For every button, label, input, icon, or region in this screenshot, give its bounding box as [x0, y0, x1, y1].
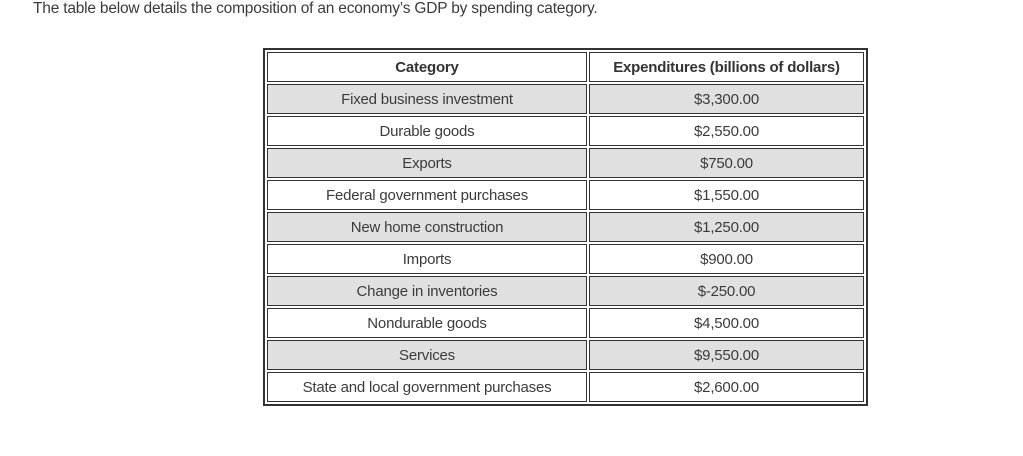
expenditure-cell: $3,300.00: [589, 84, 864, 114]
table-row: Durable goods $2,550.00: [267, 116, 864, 146]
gdp-table-body: Fixed business investment $3,300.00 Durabl…: [267, 84, 864, 402]
category-cell: Change in inventories: [267, 276, 587, 306]
table-header-row: Category Expenditures (billions of dolla…: [267, 52, 864, 82]
table-row: Imports $900.00: [267, 244, 864, 274]
expenditure-cell: $9,550.00: [589, 340, 864, 370]
column-header-expenditures: Expenditures (billions of dollars): [589, 52, 864, 82]
table-row: Exports $750.00: [267, 148, 864, 178]
category-cell: Fixed business investment: [267, 84, 587, 114]
expenditure-cell: $2,600.00: [589, 372, 864, 402]
category-cell: Services: [267, 340, 587, 370]
table-row: Change in inventories $-250.00: [267, 276, 864, 306]
expenditure-cell: $1,250.00: [589, 212, 864, 242]
table-row: New home construction $1,250.00: [267, 212, 864, 242]
category-cell: Federal government purchases: [267, 180, 587, 210]
expenditure-cell: $1,550.00: [589, 180, 864, 210]
column-header-category: Category: [267, 52, 587, 82]
table-row: State and local government purchases $2,6…: [267, 372, 864, 402]
category-cell: Durable goods: [267, 116, 587, 146]
expenditure-cell: $900.00: [589, 244, 864, 274]
expenditure-cell: $-250.00: [589, 276, 864, 306]
category-cell: Nondurable goods: [267, 308, 587, 338]
category-cell: New home construction: [267, 212, 587, 242]
expenditure-cell: $4,500.00: [589, 308, 864, 338]
table-row: Nondurable goods $4,500.00: [267, 308, 864, 338]
expenditure-cell: $2,550.00: [589, 116, 864, 146]
category-cell: Exports: [267, 148, 587, 178]
category-cell: Imports: [267, 244, 587, 274]
intro-text: The table below details the composition …: [33, 0, 598, 17]
table-row: Federal government purchases $1,550.00: [267, 180, 864, 210]
table-row: Fixed business investment $3,300.00: [267, 84, 864, 114]
expenditure-cell: $750.00: [589, 148, 864, 178]
table-row: Services $9,550.00: [267, 340, 864, 370]
category-cell: State and local government purchases: [267, 372, 587, 402]
gdp-table: Category Expenditures (billions of dolla…: [263, 48, 868, 406]
